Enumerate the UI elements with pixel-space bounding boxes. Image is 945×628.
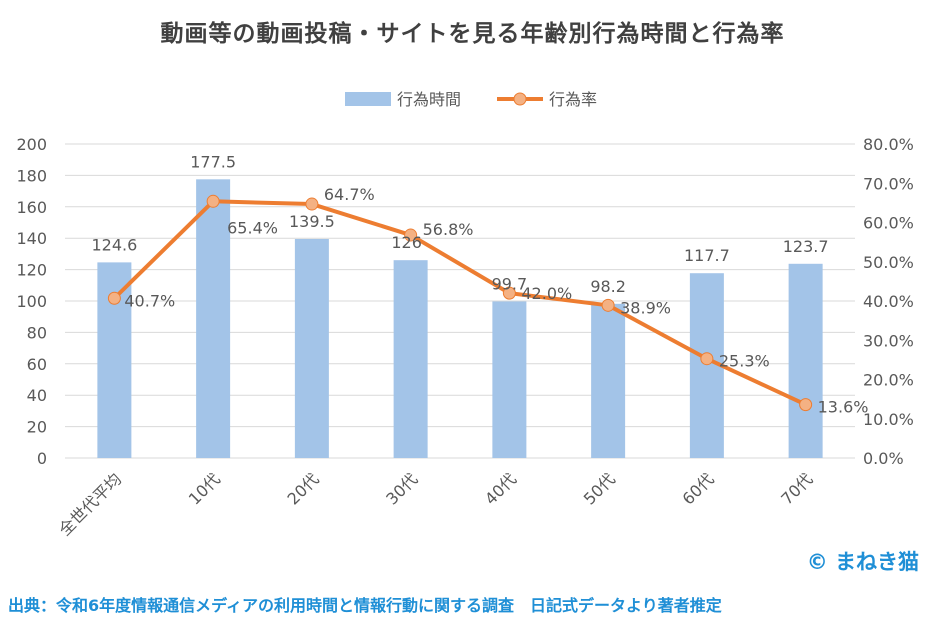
line-point: [799, 398, 813, 412]
line-series: [107, 194, 813, 412]
y-right-tick-label: 20.0%: [863, 371, 914, 390]
y-left-tick-label: 140: [16, 229, 47, 248]
y-right-tick-label: 30.0%: [863, 331, 914, 350]
line-point: [404, 228, 418, 242]
x-tick-label: 70代: [777, 469, 816, 508]
watermark: © まねき猫: [806, 550, 919, 574]
data-labels: 124.6 177.5 139.5 126 99.7 98.2 117.7 123.7 40.7…: [91, 152, 868, 416]
x-tick-label: 30代: [382, 469, 421, 508]
y-left-tick-label: 180: [16, 166, 47, 185]
source-note: 出典：令和6年度情報通信メディアの利用時間と情報行動に関する調査 日記式データよ…: [8, 596, 722, 615]
y-right-tick-label: 70.0%: [863, 174, 914, 193]
bar-data-label: 98.2: [590, 277, 626, 296]
axes: 0 20 40 60 80 100 120 140 160 180 200 0.0% 10.0% 20.0…: [16, 135, 913, 539]
bar-data-label: 124.6: [91, 235, 137, 254]
y-left-tick-label: 100: [16, 292, 47, 311]
y-right-tick-label: 80.0%: [863, 135, 914, 154]
bar-data-label: 139.5: [289, 212, 335, 231]
legend-line-marker: [513, 92, 527, 106]
y-right-tick-label: 60.0%: [863, 214, 914, 233]
line-point: [700, 352, 714, 366]
bar: [591, 303, 626, 458]
legend-label: 行為率: [549, 90, 597, 109]
bar: [788, 263, 823, 458]
legend-label: 行為時間: [397, 90, 461, 109]
y-left-tick-label: 40: [27, 386, 47, 405]
bar-series: [97, 179, 823, 458]
line-data-label: 64.7%: [324, 185, 375, 204]
line-data-label: 25.3%: [719, 352, 770, 371]
y-right-tick-label: 10.0%: [863, 410, 914, 429]
y-right-tick-label: 40.0%: [863, 292, 914, 311]
bar-data-label: 123.7: [783, 237, 829, 256]
line-data-label: 65.4%: [227, 218, 278, 237]
line-data-label: 13.6%: [818, 398, 869, 417]
x-tick-label: 20代: [284, 469, 323, 508]
y-right-tick-label: 0.0%: [863, 449, 904, 468]
bar: [196, 179, 231, 458]
bar: [492, 301, 527, 458]
x-tick-label: 50代: [580, 469, 619, 508]
bar-data-label: 99.7: [492, 274, 528, 293]
y-left-tick-label: 0: [37, 449, 47, 468]
line-point: [601, 298, 615, 312]
line-point: [305, 197, 319, 211]
gridlines: [65, 143, 855, 459]
bar-data-label: 117.7: [684, 246, 730, 265]
legend-bar-swatch: [345, 92, 391, 106]
x-tick-label: 40代: [481, 469, 520, 508]
x-tick-label: 10代: [185, 469, 224, 508]
line-point: [206, 194, 220, 208]
y-left-tick-label: 20: [27, 418, 47, 437]
legend: 行為時間 行為率: [345, 90, 597, 109]
y-right-tick-label: 50.0%: [863, 253, 914, 272]
bar-data-label: 126: [391, 233, 422, 252]
x-tick-label: 全世代平均: [55, 469, 125, 539]
series-line: [112, 199, 807, 407]
bar: [393, 260, 428, 458]
chart-title: 動画等の動画投稿・サイトを見る年齢別行為時間と行為率: [160, 21, 785, 47]
line-point: [107, 291, 121, 305]
y-left-tick-label: 200: [16, 135, 47, 154]
y-left-tick-label: 120: [16, 261, 47, 280]
y-left-tick-label: 80: [27, 323, 47, 342]
line-data-label: 40.7%: [124, 291, 175, 310]
line-data-label: 38.9%: [620, 298, 671, 317]
line-point: [502, 286, 516, 300]
y-left-tick-label: 60: [27, 355, 47, 374]
line-data-label: 42.0%: [521, 284, 572, 303]
bar: [294, 238, 329, 458]
line-data-label: 56.8%: [423, 220, 474, 239]
bar-data-label: 177.5: [190, 152, 236, 171]
x-tick-label: 60代: [679, 469, 718, 508]
y-left-tick-label: 160: [16, 198, 47, 217]
